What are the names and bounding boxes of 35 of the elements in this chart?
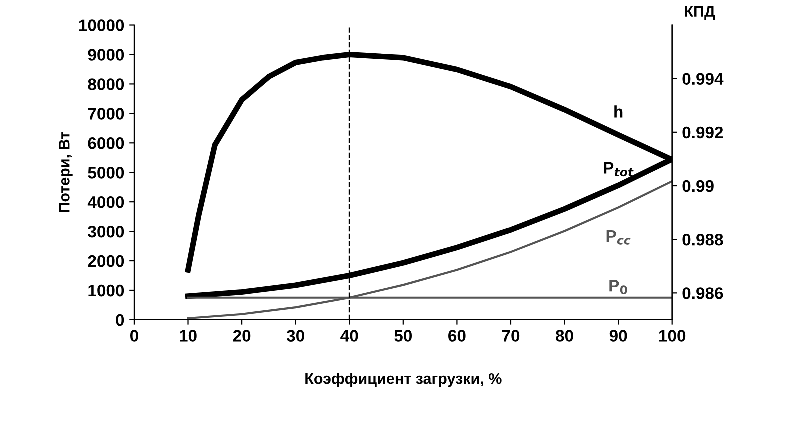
- y2-tick-label: 0.988: [682, 234, 724, 246]
- x-tick-label: 80: [556, 330, 574, 342]
- x-tick-label: 60: [448, 330, 466, 342]
- x-tick-label: 70: [502, 330, 520, 342]
- y-tick-label: 8000: [88, 78, 124, 90]
- y-tick-label: 2000: [88, 255, 124, 268]
- x-tick-label: 100: [659, 330, 686, 342]
- x-tick-label: 50: [394, 330, 412, 342]
- y-tick-label: 1000: [88, 284, 124, 297]
- y-tick-label: 7000: [88, 108, 124, 120]
- series-label: P$_{tot}$: [604, 162, 634, 177]
- line-series: [187, 180, 672, 320]
- y-tick-label: 9000: [88, 49, 124, 61]
- y-tick-label: 10000: [79, 20, 124, 32]
- y-tick-label: 5000: [88, 167, 124, 179]
- y-tick-label: 4000: [88, 196, 124, 208]
- x-axis-title: Коэффициент загрузки, %: [306, 372, 502, 388]
- x-tick-label: 10: [180, 330, 197, 342]
- x-tick-label: 30: [286, 330, 304, 342]
- series-label: P$_{cc}$: [606, 230, 631, 245]
- series-label: P$_{0}$: [610, 280, 628, 294]
- x-tick-label: 20: [233, 330, 251, 342]
- y2-tick-label: 0.992: [682, 126, 724, 139]
- series-label: h: [614, 106, 623, 118]
- y-tick-label: 3000: [88, 226, 124, 238]
- y-axis-title: Потери, Вт: [59, 132, 73, 212]
- x-tick-label: 40: [340, 330, 358, 342]
- y-tick-label: 0: [116, 314, 124, 326]
- x-tick-label: 90: [610, 330, 628, 342]
- y-tick-label: 6000: [88, 138, 124, 150]
- y2-axis-title: КПД: [685, 6, 716, 20]
- y2-tick-label: 0.99: [682, 180, 714, 192]
- x-tick-label: 0: [130, 330, 138, 342]
- y2-tick-label: 0.986: [682, 288, 724, 300]
- y2-tick-label: 0.994: [682, 73, 724, 86]
